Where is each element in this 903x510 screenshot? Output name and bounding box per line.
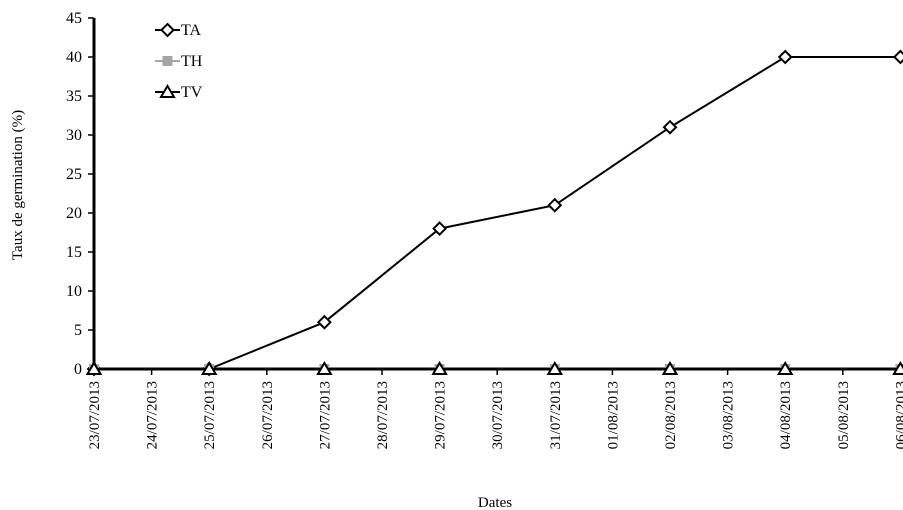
series-ta	[86, 49, 903, 377]
y-tick-label: 35	[66, 88, 82, 105]
x-tick-label: 28/07/2013	[375, 381, 391, 449]
data-point-diamond-marker	[432, 221, 448, 237]
data-point-triangle-marker	[200, 361, 218, 375]
x-tick-label: 26/07/2013	[260, 381, 276, 449]
legend-triangle-marker	[159, 84, 176, 98]
y-tick-label: 15	[66, 244, 82, 261]
legend-item-th: TH	[155, 53, 203, 70]
y-axis-label: Taux de germination (%)	[10, 110, 26, 260]
series-line	[94, 56, 901, 370]
legend-item-tv: TV	[155, 84, 203, 101]
x-tick-label: 01/08/2013	[605, 381, 621, 449]
legend-diamond-marker	[160, 22, 175, 38]
series-tv	[85, 361, 903, 375]
data-point-triangle-marker	[776, 361, 794, 375]
x-tick-label: 02/08/2013	[663, 381, 679, 449]
x-tick-label: 06/08/2013	[893, 381, 903, 449]
data-point-diamond-marker	[547, 197, 563, 213]
x-tick-label: 04/08/2013	[778, 381, 794, 449]
axes	[92, 18, 902, 371]
data-point-triangle-marker	[316, 361, 333, 375]
data-point-diamond-marker	[892, 49, 903, 65]
y-axis-ticks: 0 5 10 15 20 25 30 35 40 45	[66, 10, 94, 378]
x-tick-label: 27/07/2013	[317, 381, 333, 449]
y-tick-label: 40	[66, 49, 82, 66]
data-point-triangle-marker	[661, 361, 679, 375]
y-tick-label: 45	[66, 10, 82, 27]
data-point-triangle-marker	[546, 361, 564, 375]
legend-label: TA	[181, 22, 201, 39]
x-tick-label: 30/07/2013	[490, 381, 506, 449]
x-tick-label: 05/08/2013	[836, 381, 852, 449]
series-layer	[85, 49, 903, 377]
x-axis-label: Dates	[478, 495, 512, 510]
data-point-diamond-marker	[662, 119, 678, 135]
x-tick-label: 23/07/2013	[87, 381, 103, 449]
data-point-triangle-marker	[431, 361, 448, 375]
y-tick-label: 5	[74, 322, 82, 339]
x-tick-label: 03/08/2013	[721, 381, 737, 449]
x-tick-label: 24/07/2013	[145, 381, 161, 449]
y-tick-label: 30	[66, 127, 82, 144]
legend-square-marker	[162, 56, 173, 66]
legend-label: TV	[181, 84, 203, 101]
data-point-triangle-marker	[85, 361, 103, 375]
y-tick-label: 20	[66, 205, 82, 222]
y-tick-label: 10	[66, 283, 82, 300]
y-tick-label: 0	[74, 361, 82, 378]
data-point-diamond-marker	[316, 314, 332, 330]
y-tick-label: 25	[66, 166, 82, 183]
legend: TA TH TV	[155, 22, 203, 101]
legend-label: TH	[181, 53, 203, 70]
data-point-diamond-marker	[777, 49, 793, 65]
data-point-triangle-marker	[892, 361, 903, 375]
x-tick-label: 31/07/2013	[548, 381, 564, 449]
legend-item-ta: TA	[155, 22, 201, 39]
x-tick-label: 29/07/2013	[433, 381, 449, 449]
x-tick-label: 25/07/2013	[202, 381, 218, 449]
x-axis-ticks: 23/07/2013 24/07/2013 25/07/2013 26/07/2013…	[87, 369, 903, 449]
